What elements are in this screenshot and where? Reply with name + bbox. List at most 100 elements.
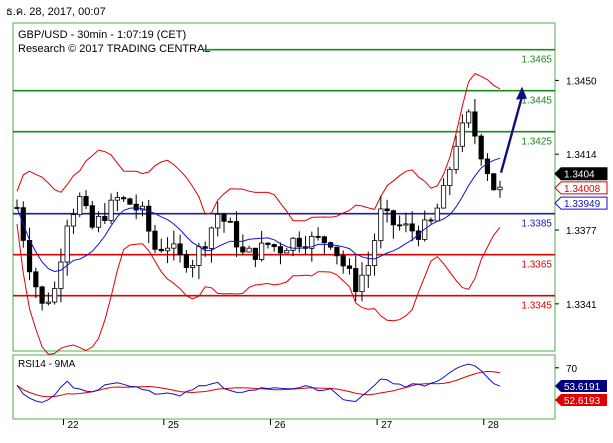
day-label: 26: [274, 420, 286, 431]
candle-body: [133, 203, 139, 211]
chart-title: GBP/USD - 30min - 1:07:19 (CET): [18, 29, 186, 41]
candle-body: [409, 223, 415, 232]
price-tick-label: 1.3377: [566, 226, 597, 237]
level-label: 1.3425: [521, 137, 552, 148]
level-label: 1.3445: [521, 96, 552, 107]
price-tag-label: 1.34008: [564, 184, 601, 195]
candle-body: [491, 173, 497, 191]
rsi-title: RSI14 - 9MA: [18, 359, 76, 370]
candle-body: [240, 246, 246, 253]
candle-body: [466, 111, 472, 124]
candle-body: [259, 242, 265, 260]
rsi-line: [16, 363, 501, 403]
price-axis: 1.3450 1.3414 1.3377 1.3341: [555, 76, 597, 311]
candle-body: [171, 243, 177, 249]
rsi-tick-label: 70: [566, 364, 578, 375]
candle-body: [359, 274, 365, 293]
candle-body: [422, 219, 428, 240]
price-tag: [554, 167, 608, 181]
candle-body: [284, 249, 290, 254]
price-tag-label: 1.3404: [564, 170, 595, 181]
candle-body: [95, 215, 102, 228]
price-tick-label: 1.3450: [566, 76, 597, 87]
candle-body: [309, 235, 315, 249]
candle-body: [64, 225, 70, 263]
candle-body: [121, 197, 127, 200]
level-label: 1.3385: [521, 219, 552, 230]
day-label: 25: [168, 420, 180, 431]
chart-subtitle: Research © 2017 TRADING CENTRAL: [18, 43, 211, 55]
candle-body: [89, 205, 95, 228]
bollinger-bands: [16, 72, 501, 355]
forecast-arrow: [499, 86, 527, 174]
price-tick-label: 1.3341: [566, 300, 597, 311]
upper-band: [16, 72, 501, 222]
candle-body: [252, 247, 258, 260]
key-levels: 1.3465 1.3445 1.3425 1.3385 1.3365 1.3345: [13, 48, 555, 312]
rsi-axis: 70 53.6191 52.6193: [555, 364, 607, 407]
candle-body: [114, 197, 120, 201]
candle-body: [346, 265, 353, 269]
candle-body: [190, 265, 196, 268]
day-label: 27: [381, 420, 393, 431]
level-label: 1.3365: [521, 260, 552, 271]
candle-body: [365, 265, 371, 276]
ma-line: [16, 157, 501, 273]
lower-band: [16, 224, 501, 355]
candle-body: [277, 246, 284, 254]
candle-body: [415, 230, 422, 240]
candle-body: [83, 196, 89, 207]
rsi-tag-label: 53.6191: [564, 382, 601, 393]
candle-body: [397, 224, 403, 227]
moving-average: [16, 157, 501, 273]
candle-body: [127, 198, 133, 205]
candle-body: [459, 122, 465, 147]
candle-body: [108, 199, 114, 221]
rsi-ma-tag: [555, 394, 607, 406]
candle-body: [434, 207, 440, 222]
price-tick-label: 1.3414: [566, 150, 597, 161]
timestamp: ธ.ค. 28, 2017, 00:07: [6, 6, 106, 18]
candle-body: [58, 261, 64, 289]
candle-body: [447, 168, 453, 187]
candle-body: [497, 186, 503, 191]
candle-body: [202, 246, 208, 249]
candle-body: [296, 237, 302, 248]
day-label: 22: [67, 420, 79, 431]
candle-body: [233, 221, 240, 248]
rsi-value-tag: [555, 380, 607, 392]
candle-body: [340, 255, 346, 267]
candle-body: [177, 243, 183, 256]
candle-body: [215, 213, 221, 229]
candle-body: [152, 230, 158, 250]
candle-body: [472, 111, 478, 137]
candle-body: [440, 185, 447, 209]
candle-body: [33, 271, 39, 288]
candle-body: [428, 219, 434, 222]
candle-body: [353, 268, 359, 293]
candle-body: [208, 227, 215, 249]
candle-body: [102, 215, 108, 221]
candle-body: [478, 135, 484, 160]
arrow-head: [516, 86, 527, 100]
candle-body: [246, 247, 252, 253]
candle-body: [227, 220, 233, 223]
arrow-shaft: [499, 96, 524, 174]
candle-body: [334, 246, 340, 257]
candle-body: [290, 237, 296, 251]
rsi-lines: [16, 363, 501, 403]
candle-body: [52, 288, 58, 303]
candle-body: [403, 223, 409, 226]
candle-body: [484, 158, 491, 175]
candle-body: [164, 247, 171, 252]
candle-body: [384, 208, 390, 212]
time-axis: 22 25 26 27 28: [62, 419, 499, 431]
rsi-tag-label: 52.6193: [564, 396, 601, 407]
level-label: 1.3345: [521, 301, 552, 312]
candle-body: [39, 286, 45, 304]
candle-body: [77, 196, 83, 216]
price-panel: [12, 22, 556, 352]
candle-body: [70, 214, 77, 227]
candle-body: [265, 242, 271, 245]
